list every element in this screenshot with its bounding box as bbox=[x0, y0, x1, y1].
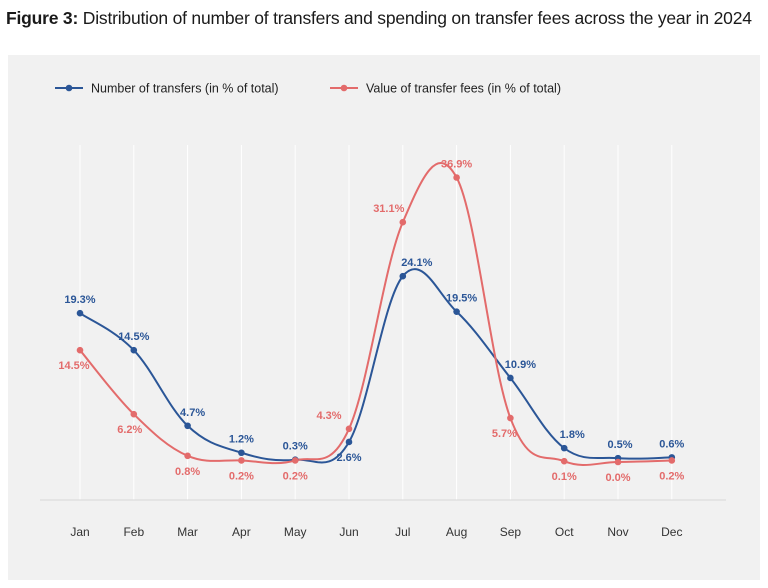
series-1-point-mar bbox=[184, 422, 191, 430]
x-tick-mar: Mar bbox=[177, 525, 198, 539]
series-2-label-nov: 0.0% bbox=[605, 472, 630, 484]
x-tick-dec: Dec bbox=[661, 525, 682, 539]
series-2-point-apr bbox=[238, 457, 245, 464]
legend-label-1: Number of transfers (in % of total) bbox=[91, 82, 279, 96]
series-1-label-jan: 19.3% bbox=[64, 294, 95, 306]
series-2-point-sep bbox=[507, 414, 514, 422]
series-2-point-may bbox=[291, 457, 299, 464]
series-1-point-sep bbox=[507, 374, 514, 382]
series-2-label-sep: 5.7% bbox=[492, 428, 517, 440]
series-2-point-feb bbox=[130, 410, 138, 418]
series-1-label-aug: 19.5% bbox=[446, 293, 477, 305]
series-2-point-aug bbox=[453, 174, 460, 181]
legend-label-2: Value of transfer fees (in % of total) bbox=[366, 82, 561, 96]
series-1-label-sep: 10.9% bbox=[505, 359, 536, 371]
series-2-label-mar: 0.8% bbox=[175, 466, 200, 478]
series-2-label-dec: 0.2% bbox=[659, 470, 684, 482]
series-2-point-dec bbox=[668, 457, 676, 464]
series-2-point-nov bbox=[614, 458, 622, 466]
series-2-label-feb: 6.2% bbox=[117, 424, 142, 436]
x-tick-apr: Apr bbox=[232, 525, 251, 539]
series-1-label-apr: 1.2% bbox=[229, 434, 254, 446]
series-1-label-mar: 4.7% bbox=[180, 407, 205, 419]
figure-label: Figure 3: bbox=[6, 8, 79, 28]
figure-title-text: Distribution of number of transfers and … bbox=[82, 8, 752, 28]
series-2-label-jan: 14.5% bbox=[58, 360, 89, 372]
x-tick-may: May bbox=[284, 525, 307, 539]
x-tick-nov: Nov bbox=[607, 525, 628, 539]
series-1-label-oct: 1.8% bbox=[560, 429, 585, 441]
series-2-point-oct bbox=[560, 457, 568, 465]
series-1-point-jun bbox=[345, 438, 353, 446]
x-tick-aug: Aug bbox=[446, 525, 467, 539]
series-2-label-aug: 36.9% bbox=[441, 159, 472, 171]
series-1-label-may: 0.3% bbox=[283, 441, 308, 453]
series-1-point-jul bbox=[399, 272, 407, 280]
series-1-point-jan bbox=[76, 309, 84, 317]
series-1-point-apr bbox=[238, 449, 245, 457]
series-1-label-feb: 14.5% bbox=[118, 331, 149, 343]
series-2-label-jun: 4.3% bbox=[316, 410, 341, 422]
legend-marker-1 bbox=[65, 84, 73, 92]
series-2-point-jul bbox=[399, 218, 407, 226]
series-1-point-aug bbox=[453, 308, 460, 315]
series-1-point-oct bbox=[560, 444, 568, 452]
series-2-point-jun bbox=[345, 425, 353, 433]
x-tick-oct: Oct bbox=[555, 525, 574, 539]
series-2-label-apr: 0.2% bbox=[229, 470, 254, 482]
x-tick-jun: Jun bbox=[339, 525, 358, 539]
figure-title: Figure 3: Distribution of number of tran… bbox=[6, 8, 752, 29]
series-1-point-feb bbox=[130, 346, 138, 354]
legend-marker-2 bbox=[340, 84, 348, 92]
series-2-point-mar bbox=[184, 452, 191, 460]
x-tick-sep: Sep bbox=[500, 525, 522, 539]
series-1-label-nov: 0.5% bbox=[607, 439, 632, 451]
series-2-label-may: 0.2% bbox=[283, 470, 308, 482]
series-2-point-jan bbox=[76, 346, 84, 354]
series-2-label-oct: 0.1% bbox=[552, 471, 577, 483]
x-tick-feb: Feb bbox=[123, 525, 144, 539]
x-tick-jul: Jul bbox=[395, 525, 410, 539]
series-2-label-jul: 31.1% bbox=[373, 203, 404, 215]
x-tick-jan: Jan bbox=[70, 525, 89, 539]
series-1-label-jul: 24.1% bbox=[401, 257, 432, 269]
series-1-label-jun: 2.6% bbox=[336, 452, 361, 464]
series-1-label-dec: 0.6% bbox=[659, 438, 684, 450]
